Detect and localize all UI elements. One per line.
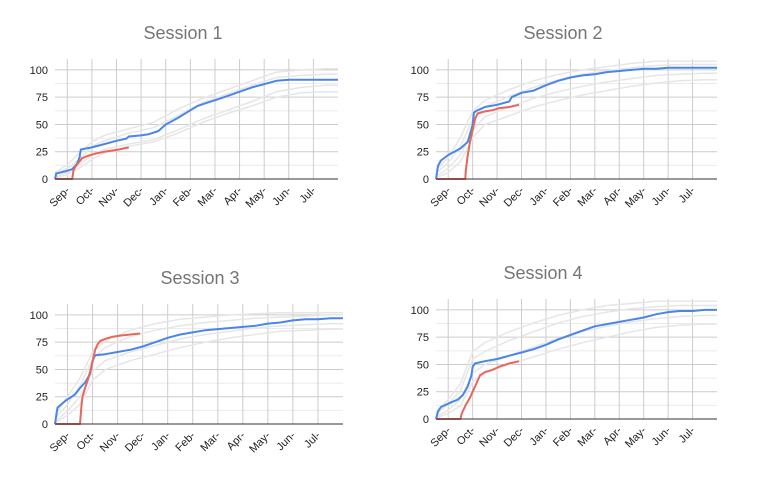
x-tick-label: Feb- xyxy=(171,184,196,209)
chart-title: Session 3 xyxy=(160,268,239,288)
background-series-line xyxy=(54,84,338,178)
y-tick-label: 0 xyxy=(423,414,429,426)
y-tick-label: 75 xyxy=(36,92,48,104)
x-tick-label: May- xyxy=(623,184,649,210)
x-tick-label: Mar- xyxy=(575,424,600,449)
x-tick-label: Jan- xyxy=(527,184,551,208)
x-tick-label: Mar- xyxy=(575,184,600,209)
x-tick-label: Sep- xyxy=(428,424,453,449)
x-tick-label: Oct- xyxy=(75,429,98,452)
x-tick-label: Apr- xyxy=(601,424,624,447)
x-tick-label: Oct- xyxy=(455,184,478,207)
x-tick-label: Nov- xyxy=(97,184,122,209)
x-tick-label: Feb- xyxy=(173,429,198,454)
y-tick-label: 0 xyxy=(42,174,48,186)
background-series-line xyxy=(435,63,717,175)
x-tick-label: Nov- xyxy=(98,429,123,454)
red-series-line xyxy=(55,146,130,180)
blue-series-line xyxy=(435,66,717,180)
y-tick-label: 100 xyxy=(411,65,429,77)
x-tick-label: Apr- xyxy=(601,184,624,207)
x-tick-label: Sep- xyxy=(428,184,453,209)
x-tick-label: Dec- xyxy=(502,424,527,449)
red-series-line xyxy=(55,332,141,425)
y-tick-label: 100 xyxy=(30,65,48,77)
chart-title: Session 1 xyxy=(143,23,222,43)
x-tick-label: May- xyxy=(244,184,270,210)
red-series-line xyxy=(436,360,520,420)
x-tick-label: Jan- xyxy=(149,429,173,453)
x-tick-label: Dec- xyxy=(121,184,146,209)
chart-panel-4: Session 4 0 25 50 75 100 Sep- Oct- Nov- Dec- Jan- F… xyxy=(411,263,717,450)
chart-title: Session 4 xyxy=(503,263,582,283)
x-tick-label: Jan- xyxy=(527,424,551,448)
y-tick-label: 0 xyxy=(42,419,48,431)
x-tick-label: Feb- xyxy=(551,184,576,209)
x-tick-label: Jul- xyxy=(677,424,698,445)
y-tick-label: 75 xyxy=(417,332,429,344)
background-series-line xyxy=(54,73,338,176)
x-tick-label: Feb- xyxy=(551,424,576,449)
x-tick-label: Jun- xyxy=(650,184,674,208)
x-tick-label: Jun- xyxy=(270,184,294,208)
chart-panel-2: Session 2 0 25 50 75 100 Sep- Oct- Nov- Dec- Jan- F… xyxy=(411,23,717,210)
background-series-line xyxy=(435,314,717,418)
y-tick-label: 100 xyxy=(411,305,429,317)
x-tick-label: Nov- xyxy=(477,184,502,209)
x-tick-label: Apr- xyxy=(225,429,248,452)
x-tick-label: May- xyxy=(247,429,273,455)
x-tick-label: May- xyxy=(623,424,649,450)
y-tick-label: 50 xyxy=(36,119,48,131)
chart-title: Session 2 xyxy=(523,23,602,43)
background-series-line xyxy=(435,78,717,179)
x-tick-label: Apr- xyxy=(222,184,245,207)
background-series-line xyxy=(54,90,338,179)
blue-series-line xyxy=(54,78,338,180)
y-tick-label: 25 xyxy=(36,392,48,404)
background-series-line xyxy=(435,323,717,419)
x-tick-label: Dec- xyxy=(123,429,148,454)
x-tick-label: Jun- xyxy=(274,429,298,453)
y-tick-label: 75 xyxy=(417,92,429,104)
blue-series-line xyxy=(435,308,717,420)
background-series-line xyxy=(435,300,717,414)
x-tick-label: Dec- xyxy=(502,184,527,209)
red-series-line xyxy=(436,103,520,180)
y-tick-label: 25 xyxy=(417,147,429,159)
y-tick-label: 50 xyxy=(417,119,429,131)
y-tick-label: 25 xyxy=(36,147,48,159)
background-series-line xyxy=(435,72,717,178)
x-tick-label: Oct- xyxy=(455,424,478,447)
y-tick-label: 25 xyxy=(417,387,429,399)
chart-panel-3: Session 3 0 25 50 75 100 Sep- Oct- Nov- Dec- Jan- F… xyxy=(30,268,343,455)
y-tick-label: 75 xyxy=(36,337,48,349)
blue-series-line xyxy=(54,317,343,425)
x-tick-label: Jan- xyxy=(147,184,171,208)
x-tick-label: Jul- xyxy=(302,429,323,450)
x-tick-label: Sep- xyxy=(48,429,73,454)
y-tick-label: 100 xyxy=(30,310,48,322)
background-series-line xyxy=(54,314,343,419)
x-tick-label: Jul- xyxy=(677,184,698,205)
background-series-line xyxy=(54,328,343,424)
y-tick-label: 0 xyxy=(423,174,429,186)
y-tick-label: 50 xyxy=(417,359,429,371)
x-tick-label: Mar- xyxy=(196,184,221,209)
x-tick-label: Nov- xyxy=(477,424,502,449)
x-tick-label: Mar- xyxy=(198,429,223,454)
x-tick-label: Sep- xyxy=(48,184,73,209)
y-tick-label: 50 xyxy=(36,364,48,376)
chart-panel-1: Session 1 0 25 50 75 100 Sep- Oct- Nov- Dec- Jan- F… xyxy=(30,23,338,210)
x-tick-label: Oct- xyxy=(74,184,97,207)
background-series-line xyxy=(435,60,717,171)
background-series-line xyxy=(54,322,343,423)
background-series-line xyxy=(54,311,343,416)
background-series-line xyxy=(435,304,717,416)
x-tick-label: Jun- xyxy=(650,424,674,448)
x-tick-label: Jul- xyxy=(297,184,318,205)
